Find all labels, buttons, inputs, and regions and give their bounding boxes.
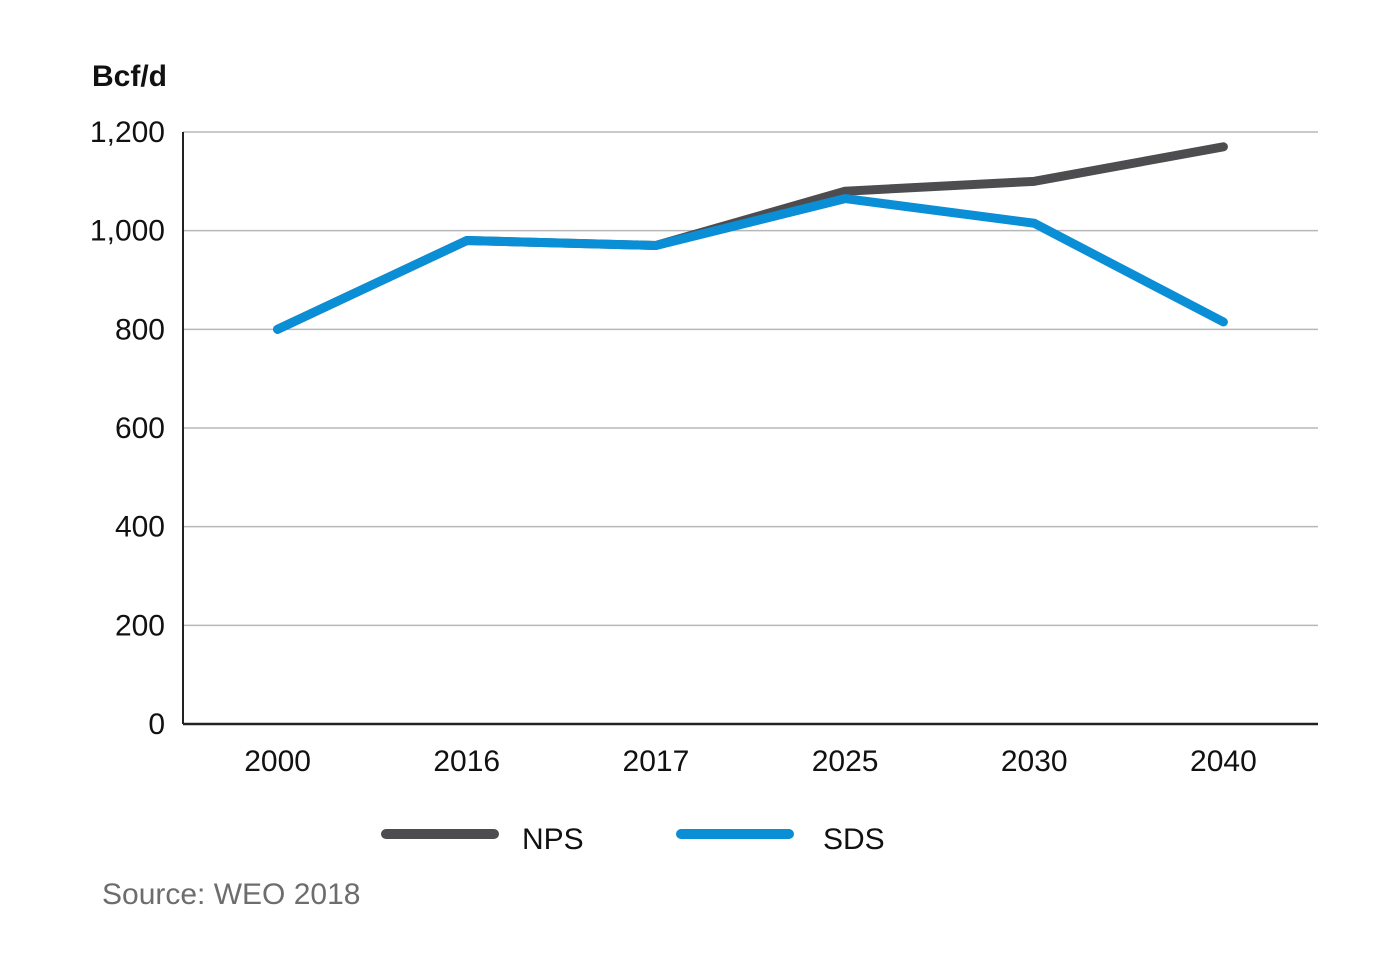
y-tick-label: 0: [148, 708, 165, 741]
legend-label-nps: NPS: [522, 823, 584, 856]
y-axis-ticks: 0 200 400 600 800 1,000 1,200: [90, 116, 165, 741]
y-axis-unit-label: Bcf/d: [92, 60, 167, 93]
x-tick-label: 2040: [1190, 745, 1257, 778]
series-line-sds: [273, 194, 1228, 334]
x-tick-label: 2025: [812, 745, 879, 778]
axes: [182, 132, 1318, 726]
legend: NPS SDS: [381, 823, 885, 856]
x-tick-label: 2000: [244, 745, 311, 778]
y-tick-label: 200: [115, 609, 165, 642]
x-tick-label: 2017: [623, 745, 690, 778]
series-line-nps: [273, 142, 1228, 334]
source-note: Source: WEO 2018: [102, 878, 360, 911]
x-axis-ticks: 2000 2016 2017 2025 2030 2040: [244, 745, 1257, 778]
y-tick-label: 600: [115, 412, 165, 445]
y-tick-label: 800: [115, 313, 165, 346]
y-tick-label: 1,200: [90, 116, 165, 149]
legend-label-sds: SDS: [823, 823, 885, 856]
x-tick-label: 2030: [1001, 745, 1068, 778]
y-tick-label: 1,000: [90, 215, 165, 248]
y-tick-label: 400: [115, 511, 165, 544]
series-lines: [273, 142, 1228, 334]
gridlines: [183, 131, 1318, 627]
x-tick-label: 2016: [433, 745, 500, 778]
